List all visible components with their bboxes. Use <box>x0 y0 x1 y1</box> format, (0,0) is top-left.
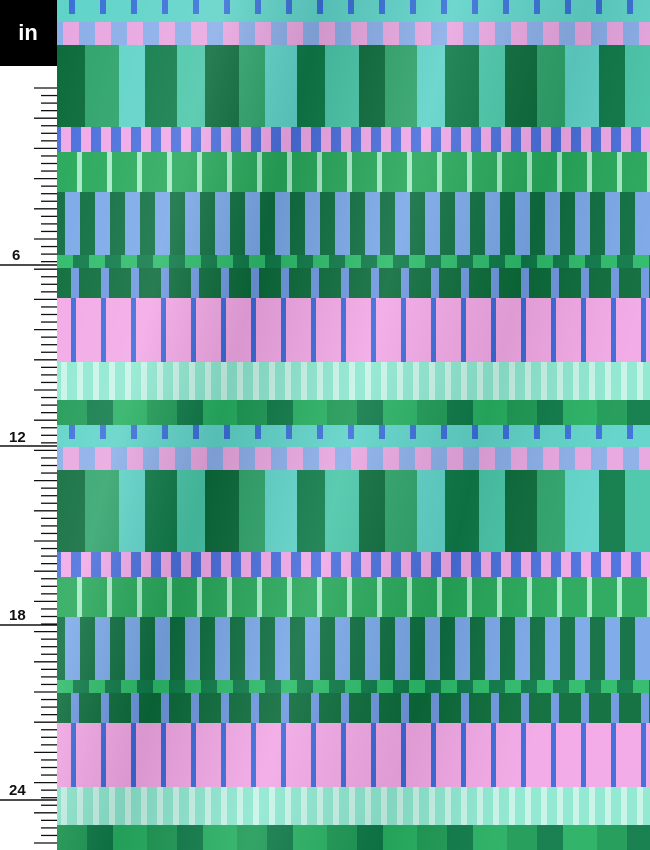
ruler-bg <box>0 0 57 850</box>
ruler-label: 12 <box>9 429 26 446</box>
ruler-label: 6 <box>12 247 20 264</box>
ruler-label: 18 <box>9 607 26 624</box>
unit-label: in <box>18 20 38 45</box>
ruler-ticks <box>0 87 57 844</box>
unit-box <box>0 0 57 66</box>
ruler-label: 24 <box>9 782 26 799</box>
fabric-sheen <box>57 0 650 850</box>
ruler: in 6 12 18 24 <box>0 0 57 850</box>
